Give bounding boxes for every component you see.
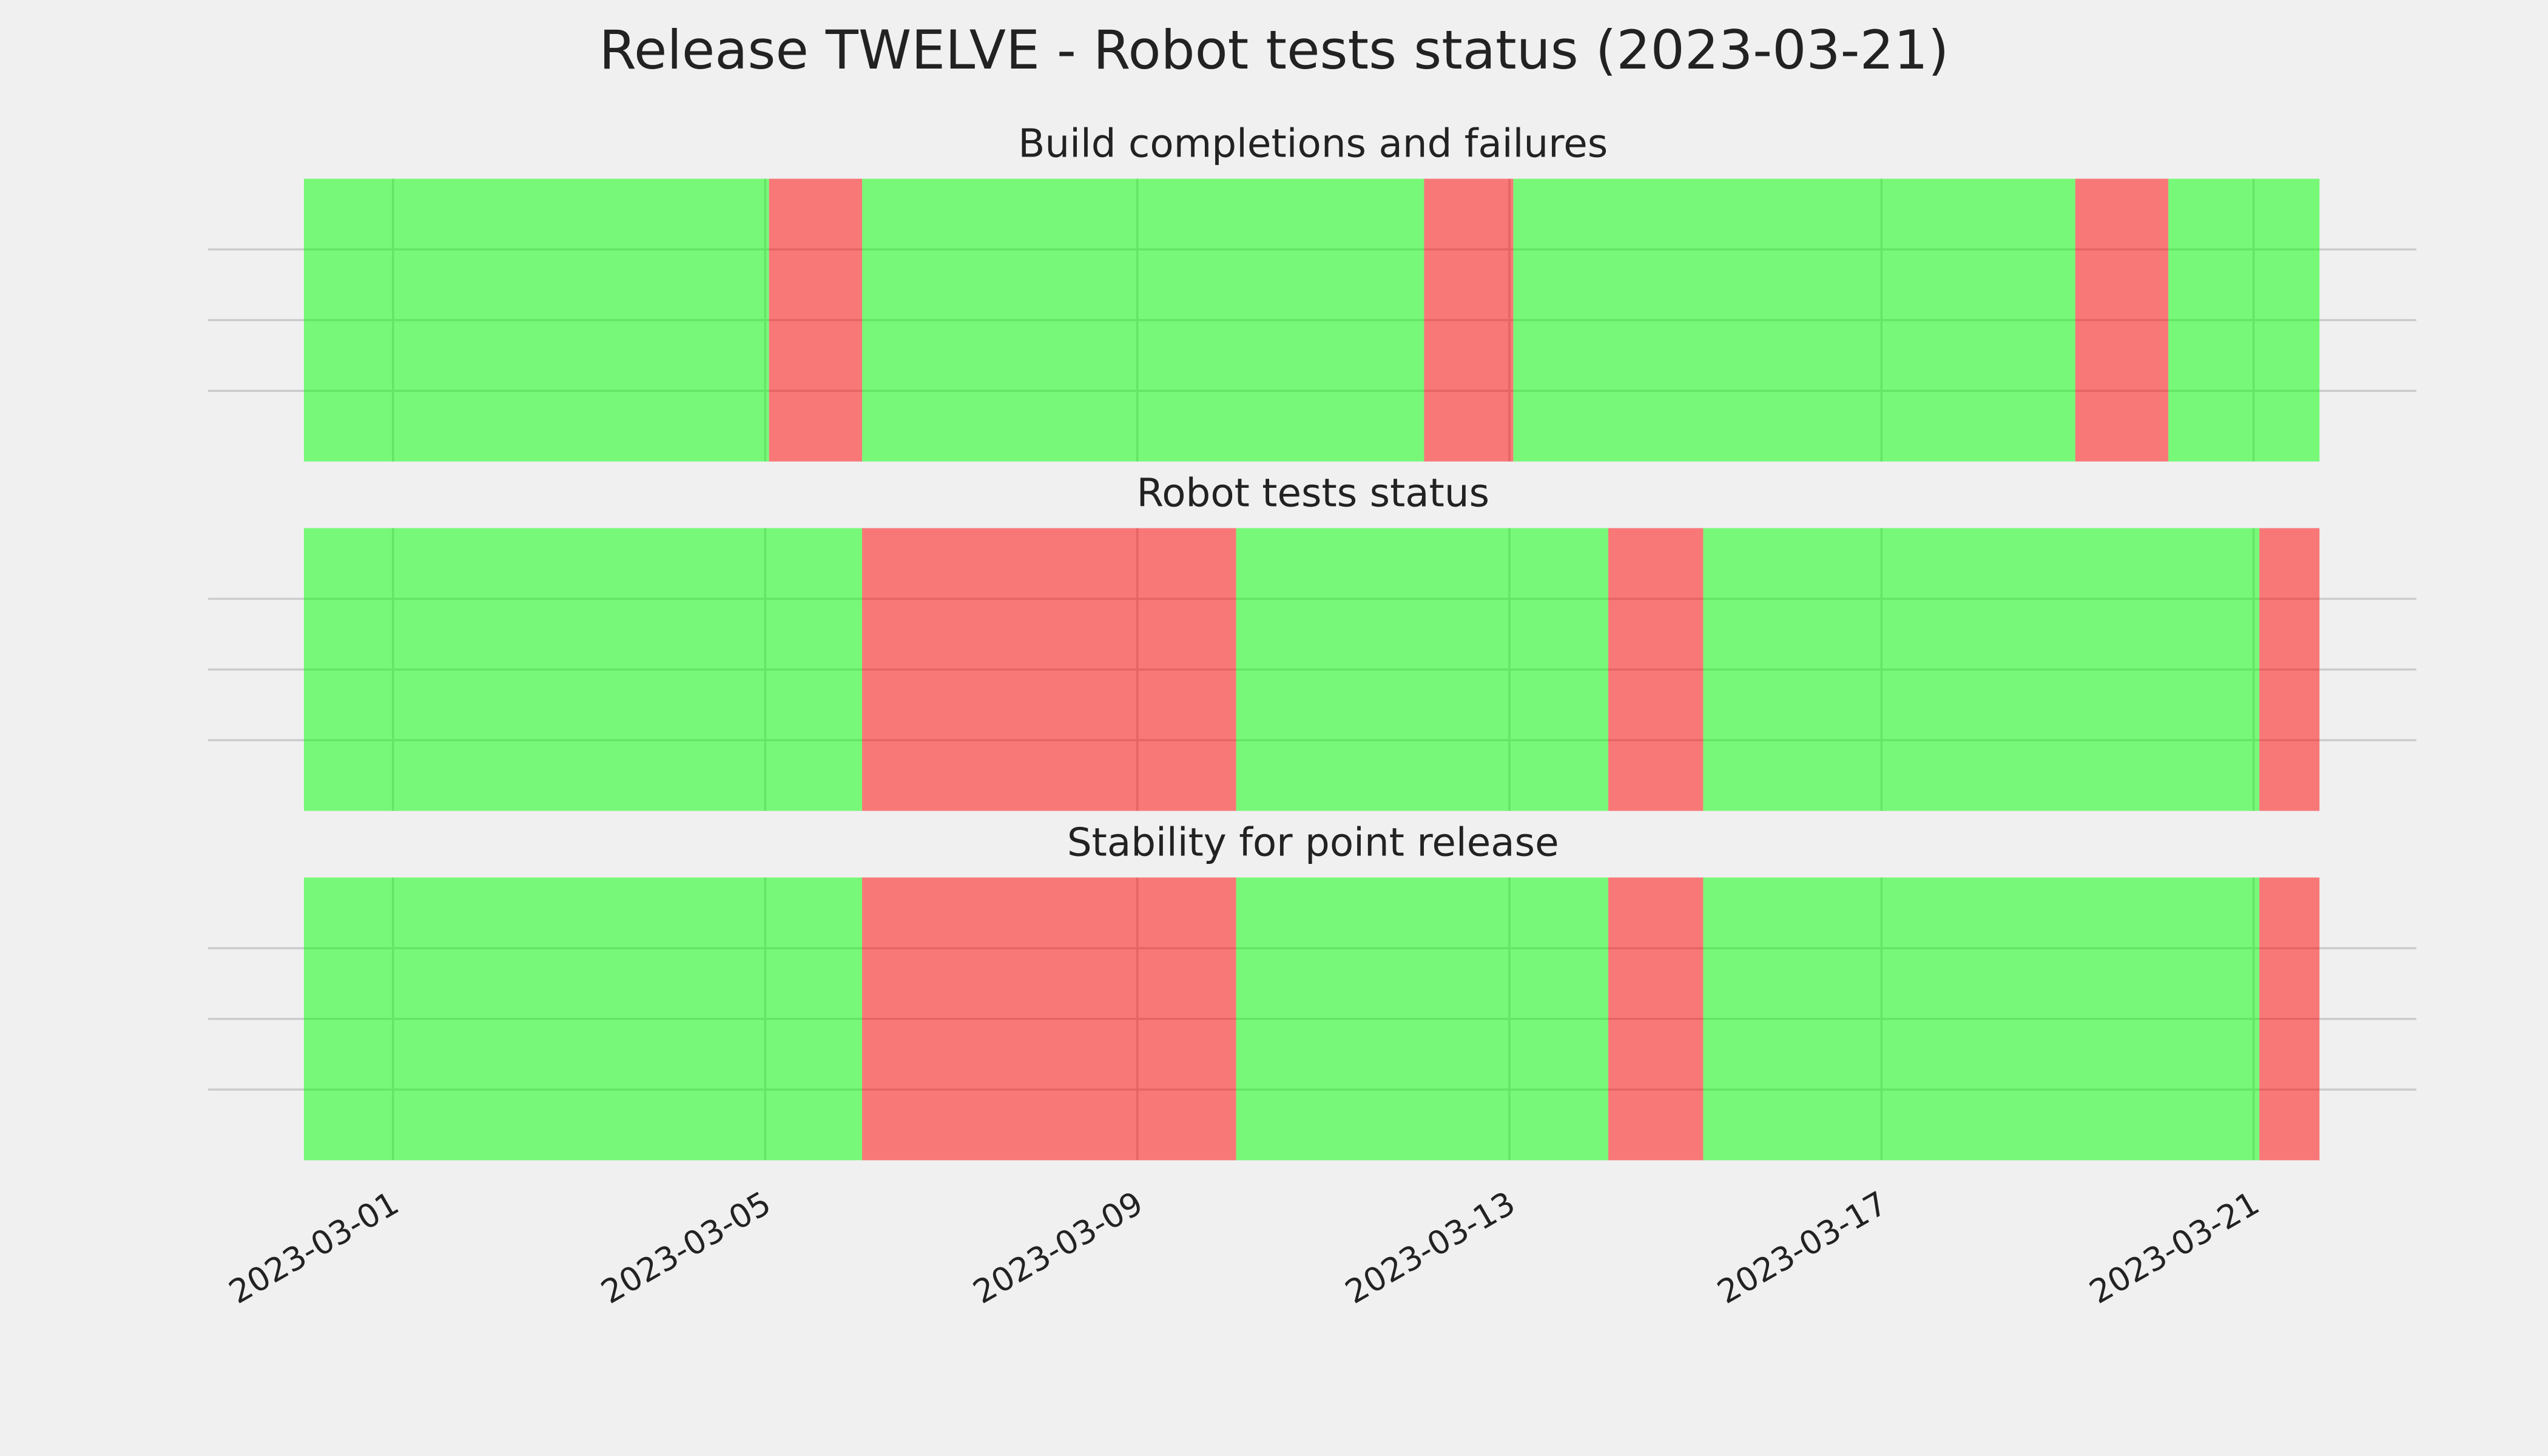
status-span — [1236, 877, 1608, 1161]
status-span — [303, 178, 769, 462]
status-span — [2075, 178, 2169, 462]
status-span — [769, 178, 863, 462]
panel-title: Build completions and failures — [1018, 121, 1608, 167]
status-span — [1424, 178, 1514, 462]
status-span — [1608, 877, 1704, 1161]
status-span — [2259, 877, 2320, 1161]
status-span — [862, 877, 1236, 1161]
status-span — [1513, 178, 2075, 462]
status-span — [862, 528, 1236, 811]
panel-title: Stability for point release — [1067, 820, 1559, 865]
panel-title: Robot tests status — [1136, 471, 1489, 516]
status-span — [862, 178, 1424, 462]
status-span — [303, 877, 863, 1161]
status-span — [1608, 528, 1704, 811]
status-span — [1703, 528, 2260, 811]
status-span — [1703, 877, 2260, 1161]
status-span — [2168, 178, 2320, 462]
status-span — [1236, 528, 1608, 811]
status-span — [2259, 528, 2320, 811]
chart-title: Release TWELVE - Robot tests status (202… — [599, 19, 1949, 81]
status-span — [303, 528, 863, 811]
